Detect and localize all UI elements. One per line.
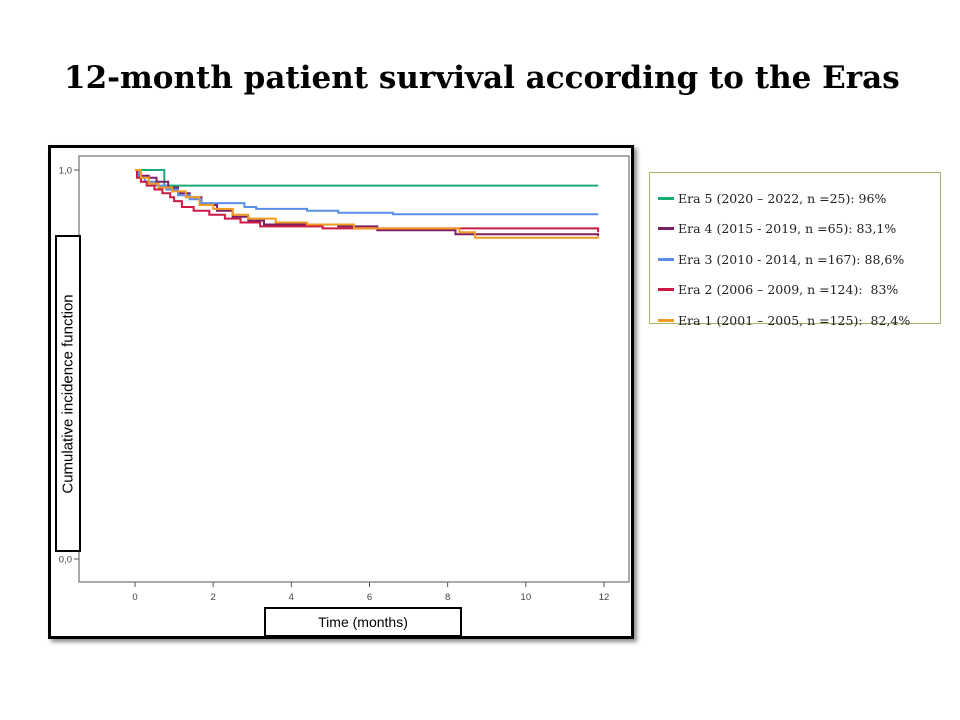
legend-item-era-5: Era 5 (2020 – 2022, n =25): 96% [658,183,940,214]
legend-swatch [658,257,674,261]
x-tick-label: 4 [289,592,294,603]
legend-label: Era 3 (2010 - 2014, n =167): 88,6% [678,251,905,267]
legend-label: Era 2 (2006 – 2009, n =124): 83% [678,282,899,298]
legend-item-era-2: Era 2 (2006 – 2009, n =124): 83% [658,275,940,306]
x-tick-label: 6 [367,592,372,603]
legend-swatch [658,196,674,200]
y-tick-label: 0,0 [59,555,72,566]
series-line-era-1 [135,169,600,239]
x-tick-label: 2 [211,592,216,603]
legend-item-era-1: Era 1 (2001 – 2005, n =125): 82,4% [658,305,940,336]
series-line-era-3 [135,169,599,216]
x-axis-label-box: Time (months) [264,607,462,637]
x-tick-label: 8 [445,592,450,603]
series-line-era-2 [135,169,600,233]
legend-swatch [658,227,674,231]
legend-label: Era 4 (2015 - 2019, n =65): 83,1% [678,221,897,237]
plot-area [78,155,630,583]
series-line-era-5 [135,169,599,187]
legend: Era 5 (2020 – 2022, n =25): 96% Era 4 (20… [649,172,941,328]
x-tick-label: 10 [521,592,532,603]
legend-swatch [658,318,674,322]
x-axis-label: Time (months) [318,614,408,630]
x-tick-label: 12 [599,592,610,603]
legend-item-era-3: Era 3 (2010 - 2014, n =167): 88,6% [658,244,940,275]
slide-title: 12-month patient survival according to t… [64,60,900,96]
legend-label: Era 1 (2001 – 2005, n =125): 82,4% [678,312,911,328]
y-axis-label: Cumulative incidence function [59,293,77,494]
legend-label: Era 5 (2020 – 2022, n =25): 96% [678,190,887,206]
y-tick-label: 1,0 [59,166,72,177]
y-axis-label-box: Cumulative incidence function [55,235,81,552]
x-tick-label: 0 [132,592,137,603]
legend-swatch [658,288,674,292]
legend-item-era-4: Era 4 (2015 - 2019, n =65): 83,1% [658,214,940,245]
